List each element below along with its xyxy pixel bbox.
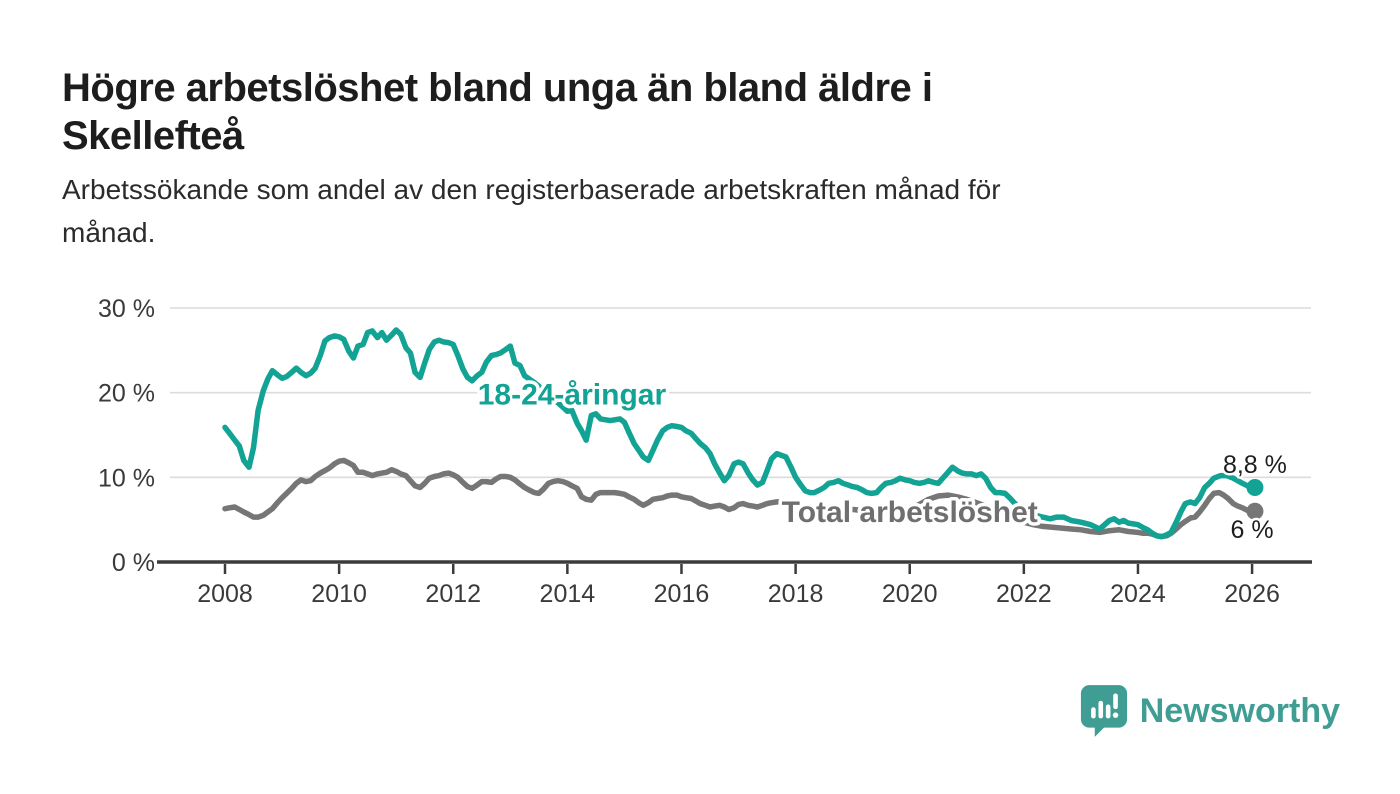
page-title: Högre arbetslöshet bland unga än bland ä… xyxy=(62,64,1332,160)
newsworthy-logo-text: Newsworthy xyxy=(1139,691,1340,730)
page-subtitle-line2: månad. xyxy=(62,217,156,248)
chart-labels: Total arbetslöshet 6 % 18-24-åringar 8,8 % xyxy=(474,375,1289,547)
page-subtitle: Arbetssökande som andel av den registerb… xyxy=(62,168,1332,254)
end-value-label-total: 6 % xyxy=(1231,516,1274,544)
x-tick-label-2026: 2026 xyxy=(1224,580,1280,608)
x-tick-label-2016: 2016 xyxy=(654,580,710,608)
y-tick-label-20: 20 % xyxy=(98,380,155,408)
logo-bar-2 xyxy=(1098,700,1103,719)
series-end-dot-youth xyxy=(1246,478,1264,496)
page-title-line2: Skellefteå xyxy=(62,114,244,158)
series-label-total: Total arbetslöshet xyxy=(782,496,1038,529)
logo-exclamation-bar xyxy=(1112,693,1118,710)
series-line-total xyxy=(222,457,1258,540)
x-tick-label-2022: 2022 xyxy=(996,580,1052,608)
series-label-youth: 18-24-åringar xyxy=(478,378,667,411)
logo-bar-3 xyxy=(1105,704,1111,719)
y-tick-label-10: 10 % xyxy=(98,464,155,492)
axes: 0 % 10 % 20 % 30 % 2008 2010 2012 2014 2016 2018 2… xyxy=(98,295,1312,608)
newsworthy-logo-icon xyxy=(1080,685,1127,737)
end-value-label-youth: 8,8 % xyxy=(1223,451,1287,479)
newsworthy-logo: Newsworthy xyxy=(1080,684,1340,738)
y-tick-label-30: 30 % xyxy=(98,295,155,323)
page-title-line1: Högre arbetslöshet bland unga än bland ä… xyxy=(62,66,933,110)
logo-bubble-shape xyxy=(1080,685,1127,737)
page-subtitle-line1: Arbetssökande som andel av den registerb… xyxy=(62,174,1001,205)
x-tick-label-2008: 2008 xyxy=(197,580,253,608)
x-tick-label-2014: 2014 xyxy=(540,580,596,608)
y-tick-label-0: 0 % xyxy=(112,549,155,577)
x-tick-label-2020: 2020 xyxy=(882,580,938,608)
x-tick-label-2012: 2012 xyxy=(425,580,481,608)
x-tick-label-2024: 2024 xyxy=(1110,580,1166,608)
x-tick-label-2010: 2010 xyxy=(311,580,367,608)
logo-bar-1 xyxy=(1090,707,1096,719)
gridlines xyxy=(170,307,1311,479)
x-tick-label-2018: 2018 xyxy=(768,580,824,608)
logo-exclamation-dot xyxy=(1112,712,1119,718)
series-lines xyxy=(222,327,1264,540)
series-line-youth xyxy=(222,327,1258,540)
series-end-dot-total xyxy=(1246,502,1264,520)
